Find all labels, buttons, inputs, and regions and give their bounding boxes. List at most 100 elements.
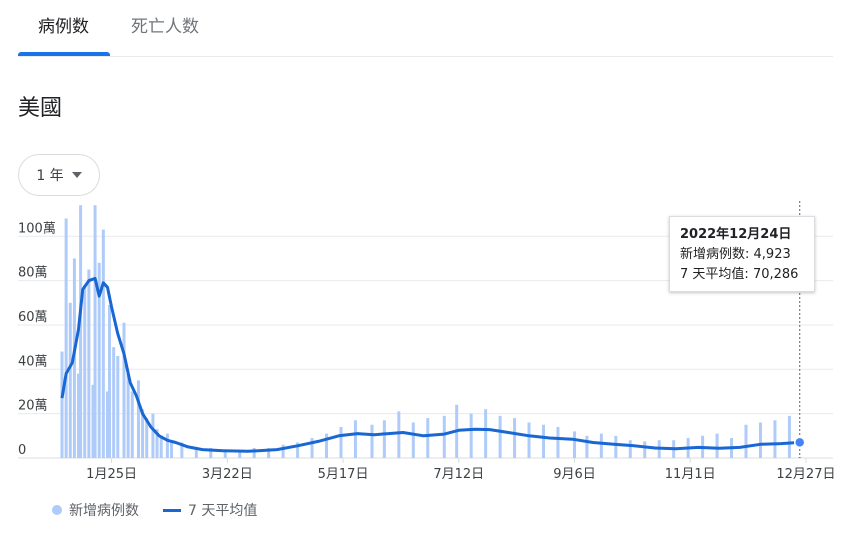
bar (105, 391, 109, 458)
tooltip-new-cases: 新增病例数: 4,923 (680, 245, 804, 265)
active-tab-indicator (18, 52, 110, 56)
bar (370, 424, 374, 458)
y-tick-label: 80萬 (18, 266, 48, 281)
bar (91, 384, 95, 458)
x-tick-label: 11月1日 (665, 467, 716, 482)
bar (541, 424, 545, 458)
tooltip-new-cases-label: 新增病例数: (680, 247, 750, 262)
bar (170, 440, 174, 458)
y-tick-label: 20萬 (18, 399, 48, 414)
region-title: 美國 (18, 96, 63, 121)
bar (469, 413, 473, 458)
tooltip-new-cases-value: 4,923 (753, 247, 791, 262)
bar (126, 373, 130, 458)
bar (141, 409, 145, 458)
bar (773, 420, 777, 458)
cases-chart[interactable]: 0 20萬 40萬 60萬 80萬 100萬 1月25日 3月22日 5月17日 7月12日 9月6… (0, 200, 853, 500)
legend-new-cases: 新增病例数 (69, 503, 139, 519)
bar (325, 433, 329, 458)
y-tick-label: 100萬 (18, 221, 56, 236)
bar (77, 373, 81, 458)
bar (83, 285, 87, 458)
chart-legend: 新增病例数 7 天平均值 (52, 500, 257, 520)
bar (93, 205, 97, 458)
bar (209, 448, 213, 458)
bar (643, 441, 647, 458)
x-tick-label: 12月27日 (776, 467, 835, 482)
bar (281, 444, 285, 458)
time-range-value: 1 年 (36, 168, 64, 184)
bar (498, 415, 502, 458)
highlight-point (793, 436, 806, 449)
bar (130, 391, 134, 458)
bar (397, 411, 401, 458)
line-legend-swatch (163, 508, 181, 512)
bar (556, 426, 560, 458)
bar (97, 262, 101, 458)
bar (310, 438, 314, 458)
bar (165, 433, 169, 458)
caret-down-icon (71, 172, 82, 178)
bar (64, 218, 68, 458)
tooltip-avg: 7 天平均值: 70,286 (680, 265, 804, 285)
bar (599, 433, 603, 458)
bar (159, 435, 163, 458)
bar (572, 431, 576, 458)
bar (122, 322, 126, 458)
y-tick-label: 60萬 (18, 310, 48, 325)
bar (426, 418, 430, 458)
bar (484, 409, 488, 458)
bar (758, 422, 762, 458)
bar (267, 448, 271, 458)
bar (628, 440, 632, 458)
bar (527, 422, 531, 458)
x-tick-label: 5月17日 (318, 467, 369, 482)
tooltip-avg-label: 7 天平均值: (680, 267, 749, 282)
bar (155, 429, 159, 458)
bar (112, 347, 116, 458)
bar (614, 435, 618, 458)
tooltip-avg-value: 70,286 (752, 267, 799, 282)
bar (87, 269, 91, 458)
bar (68, 302, 72, 458)
bar (108, 305, 112, 458)
bar (151, 413, 155, 458)
bar (101, 229, 105, 458)
bar (252, 448, 256, 458)
bar (79, 205, 83, 458)
bar (382, 420, 386, 458)
bar (136, 380, 140, 458)
bar (180, 442, 184, 458)
bar (296, 442, 300, 458)
tab-bar: 病例数 死亡人数 (18, 0, 833, 57)
bar (339, 426, 343, 458)
bar (442, 415, 446, 458)
x-tick-label: 1月25日 (86, 467, 137, 482)
bar-legend-swatch (52, 505, 62, 515)
x-tick-label: 9月6日 (553, 467, 596, 482)
x-tick-label: 7月12日 (433, 467, 484, 482)
bar (116, 356, 120, 458)
series-line-7day-avg (60, 276, 800, 453)
bar (585, 435, 589, 458)
bar (145, 418, 149, 458)
bar (353, 420, 357, 458)
tooltip-date: 2022年12月24日 (680, 227, 792, 242)
bar (238, 450, 242, 458)
y-tick-label: 0 (18, 443, 26, 458)
bar (715, 433, 719, 458)
bar (787, 415, 791, 458)
bar (513, 418, 517, 458)
time-range-dropdown[interactable]: 1 年 (18, 154, 100, 196)
bar (60, 351, 64, 458)
bar (194, 446, 198, 458)
x-tick-label: 3月22日 (202, 467, 253, 482)
tab-deaths[interactable]: 死亡人数 (131, 17, 199, 37)
y-tick-label: 40萬 (18, 354, 48, 369)
chart-tooltip: 2022年12月24日 新增病例数: 4,923 7 天平均值: 70,286 (669, 216, 815, 292)
bar (223, 449, 227, 458)
tab-cases[interactable]: 病例数 (38, 17, 89, 37)
bar (411, 422, 415, 458)
legend-7day-avg: 7 天平均值 (188, 503, 258, 519)
bar (744, 424, 748, 458)
